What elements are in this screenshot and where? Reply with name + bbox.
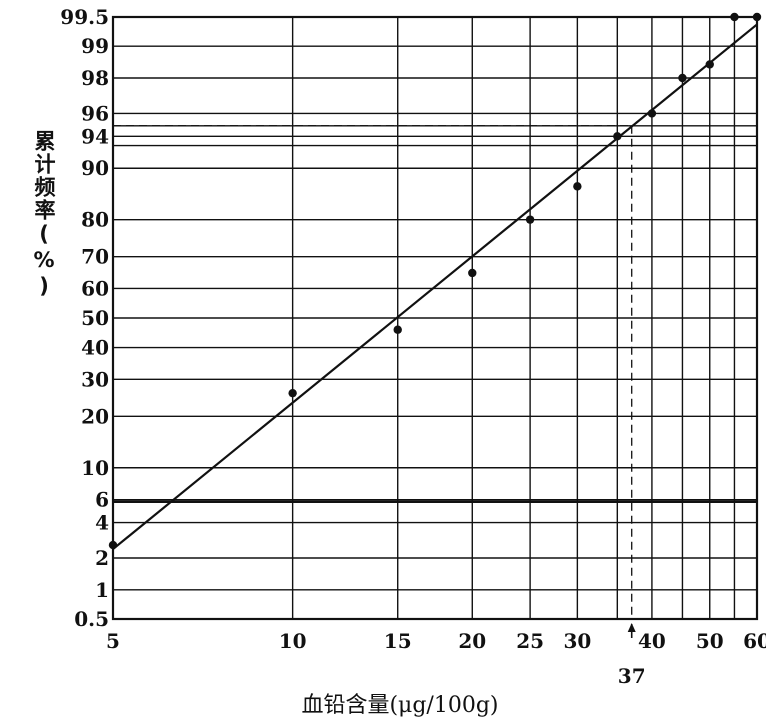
- y-tick-label-50: 50: [81, 306, 109, 330]
- x-tick-label-40: 40: [638, 629, 666, 653]
- data-point-3: [393, 325, 402, 334]
- reference-arrow-head: [627, 623, 636, 632]
- data-point-4: [468, 268, 477, 278]
- reference-lines: [113, 125, 636, 638]
- y-tick-label-1: 1: [95, 578, 109, 602]
- y-tick-label-20: 20: [81, 404, 109, 428]
- y-axis-label: 累计频率(%): [32, 130, 56, 300]
- y-tick-label-30: 30: [81, 367, 109, 391]
- y-tick-label-60: 60: [81, 276, 109, 300]
- axis-labels: 血铅含量(μg/100g) 累计频率(%): [32, 130, 499, 718]
- y-tick-label-4: 4: [95, 511, 109, 535]
- data-point-5: [525, 215, 535, 224]
- x-tick-label-50: 50: [696, 629, 724, 653]
- grid-lines: [113, 17, 757, 619]
- fit-line: [112, 23, 758, 550]
- y-tick-label-0.5: 0.5: [74, 607, 109, 631]
- y-tick-label-2: 2: [95, 546, 109, 570]
- data-point-9: [678, 73, 687, 83]
- data-points: [108, 12, 762, 550]
- data-point-2: [288, 388, 297, 398]
- y-tick-label-80: 80: [81, 208, 109, 232]
- fit-line-group: [112, 23, 758, 550]
- x-axis-label: 血铅含量(μg/100g): [301, 693, 498, 718]
- y-tick-label-70: 70: [81, 245, 109, 269]
- x-tick-label-25: 25: [516, 629, 544, 653]
- x-tick-label-10: 10: [279, 629, 307, 653]
- y-tick-label-90: 90: [81, 156, 109, 180]
- y-tick-label-94: 94: [81, 124, 109, 148]
- data-point-8: [647, 109, 657, 118]
- tick-labels: 5 10 15 20 25 30 40 50 60 0.5 1 2 46 10 20 30 40 50 60 70 80…: [60, 5, 766, 688]
- data-point-7: [613, 132, 622, 141]
- x-tick-label-30: 30: [563, 629, 591, 653]
- x-tick-label-15: 15: [384, 629, 412, 653]
- x-tick-label-20: 20: [458, 629, 486, 653]
- y-tick-label-10: 10: [81, 456, 109, 480]
- plot-border: [111, 15, 759, 621]
- y-tick-label-99: 99: [81, 34, 109, 58]
- data-point-10: [705, 60, 714, 69]
- y-tick-label-6: 6: [95, 488, 109, 512]
- y-tick-label-98: 98: [81, 66, 109, 90]
- y-tick-label-99.5: 99.5: [60, 5, 109, 29]
- reference-x-label: 37: [618, 664, 646, 688]
- x-tick-label-5: 5: [106, 629, 120, 653]
- x-tick-label-60: 60: [743, 629, 766, 653]
- y-tick-label-96: 96: [81, 101, 109, 125]
- plot-frame: [111, 15, 759, 621]
- data-point-6: [573, 182, 582, 191]
- y-tick-label-40: 40: [81, 336, 109, 360]
